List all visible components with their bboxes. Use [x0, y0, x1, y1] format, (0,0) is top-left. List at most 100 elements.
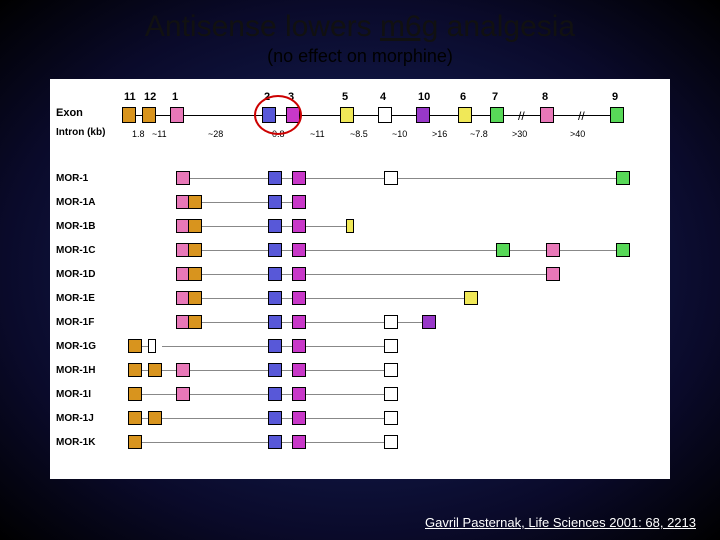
variant-connector: [202, 274, 268, 275]
variant-connector: [162, 346, 268, 347]
exon-num: 11: [124, 91, 136, 103]
variant-connector: [306, 418, 384, 419]
exon-box: [122, 107, 136, 123]
variant-exon-box: [292, 243, 306, 257]
variant-row: MOR-1G: [56, 337, 656, 359]
variant-exon-box: [422, 315, 436, 329]
variant-row: MOR-1H: [56, 361, 656, 383]
variant-label: MOR-1J: [56, 413, 94, 424]
variant-connector: [162, 370, 176, 371]
variant-exon-box: [384, 411, 398, 425]
variant-row: MOR-1J: [56, 409, 656, 431]
exon-box: [458, 107, 472, 123]
variant-exon-box: [176, 387, 190, 401]
exon-box: [170, 107, 184, 123]
variant-connector: [202, 202, 268, 203]
variant-connector: [202, 298, 268, 299]
exon-box: [378, 107, 392, 123]
exon-connector: [472, 115, 490, 116]
variant-row: MOR-1: [56, 169, 656, 191]
intron-value: ~11: [152, 129, 167, 139]
variant-row: MOR-1B: [56, 217, 656, 239]
variant-exon-box: [292, 411, 306, 425]
variant-connector: [306, 178, 384, 179]
variant-exon-box: [188, 267, 202, 281]
variant-connector: [282, 394, 292, 395]
variant-connector: [282, 250, 292, 251]
slide-subtitle: (no effect on morphine): [0, 46, 720, 67]
variant-connector: [398, 322, 422, 323]
variant-exon-box: [292, 435, 306, 449]
variant-exon-box: [188, 219, 202, 233]
variant-exon-box: [384, 339, 398, 353]
variant-exon-box: [384, 387, 398, 401]
variant-row: MOR-1K: [56, 433, 656, 455]
exon-label: Exon: [56, 107, 83, 119]
title-post: analgesia: [438, 10, 575, 43]
variant-exon-box: [292, 291, 306, 305]
variant-label: MOR-1H: [56, 365, 95, 376]
variant-exon-box: [268, 315, 282, 329]
variant-exon-box: [384, 315, 398, 329]
variant-connector: [282, 442, 292, 443]
exon-box: [610, 107, 624, 123]
intron-value: >16: [432, 129, 447, 139]
variant-row: MOR-1A: [56, 193, 656, 215]
exon-connector: [354, 115, 378, 116]
variant-exon-box: [148, 339, 156, 353]
variant-connector: [282, 178, 292, 179]
exon-num: 9: [612, 91, 618, 103]
variant-connector: [306, 370, 384, 371]
exon-num: 7: [492, 91, 498, 103]
variant-exon-box: [292, 219, 306, 233]
variant-connector: [282, 346, 292, 347]
variant-exon-box: [128, 339, 142, 353]
intron-value: >40: [570, 129, 585, 139]
variant-exon-box: [128, 435, 142, 449]
exon-num: 4: [380, 91, 386, 103]
variant-label: MOR-1: [56, 173, 88, 184]
variant-exon-box: [616, 243, 630, 257]
gene-diagram: Exon Intron (kb) 1112123541067891.8~11~2…: [50, 79, 670, 479]
variant-exon-box: [188, 315, 202, 329]
variant-exon-box: [128, 387, 142, 401]
variant-exon-box: [384, 363, 398, 377]
variant-connector: [282, 418, 292, 419]
exon-connector: [430, 115, 458, 116]
variant-exon-box: [128, 363, 142, 377]
variant-connector: [282, 322, 292, 323]
variant-connector: [282, 226, 292, 227]
slide-title: Antisense lowers m6g analgesia: [0, 0, 720, 44]
exon-num: 12: [144, 91, 156, 103]
highlight-circle: [254, 95, 302, 135]
variant-exon-box: [268, 339, 282, 353]
variant-connector: [190, 370, 268, 371]
variant-connector: [282, 298, 292, 299]
variant-exon-box: [346, 219, 354, 233]
variant-exon-box: [268, 267, 282, 281]
variant-exon-box: [268, 171, 282, 185]
variant-label: MOR-1D: [56, 269, 95, 280]
variant-exon-box: [268, 243, 282, 257]
citation: Gavril Pasternak, Life Sciences 2001: 68…: [425, 515, 696, 530]
variant-label: MOR-1C: [56, 245, 95, 256]
variant-exon-box: [176, 363, 190, 377]
variant-exon-box: [292, 387, 306, 401]
variant-exon-box: [384, 435, 398, 449]
variant-row: MOR-1C: [56, 241, 656, 263]
variant-exon-box: [148, 363, 162, 377]
intron-value: ~28: [208, 129, 223, 139]
variant-connector: [306, 346, 384, 347]
intron-value: ~8.5: [350, 129, 368, 139]
exon-num: 8: [542, 91, 548, 103]
exon-connector: [392, 115, 416, 116]
variant-exon-box: [496, 243, 510, 257]
variant-label: MOR-1G: [56, 341, 96, 352]
exon-connector: [300, 115, 340, 116]
variant-exon-box: [616, 171, 630, 185]
variant-connector: [282, 370, 292, 371]
variant-connector: [306, 394, 384, 395]
variant-connector: [142, 394, 176, 395]
variant-connector: [190, 394, 268, 395]
variant-label: MOR-1K: [56, 437, 95, 448]
